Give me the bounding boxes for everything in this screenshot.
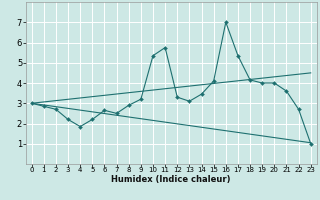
X-axis label: Humidex (Indice chaleur): Humidex (Indice chaleur)	[111, 175, 231, 184]
